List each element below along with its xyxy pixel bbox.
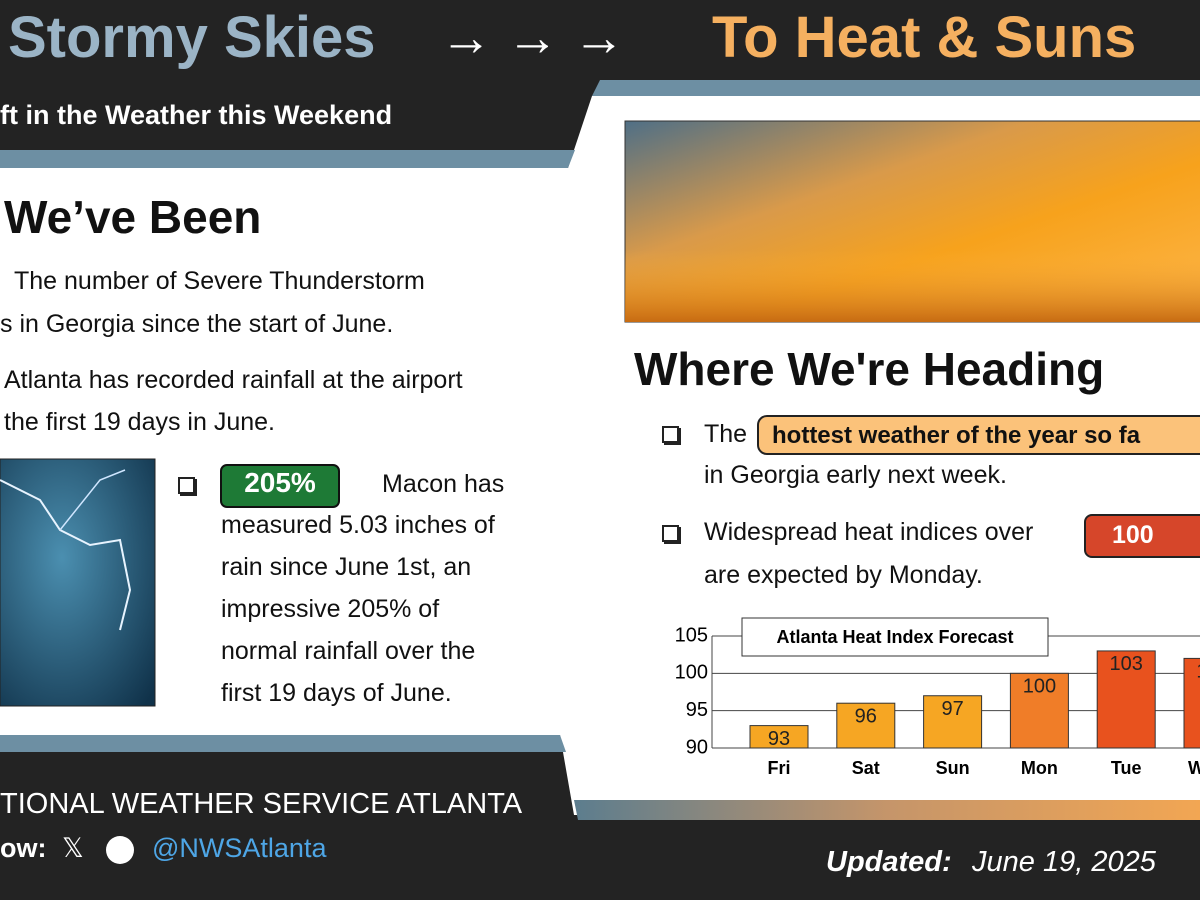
highlight xyxy=(757,415,1200,455)
lightning-bolt xyxy=(0,479,132,631)
lightning-bolt xyxy=(59,469,126,531)
x-tick-label: W xyxy=(1188,758,1200,778)
x-tick-label: Sun xyxy=(936,758,970,778)
value-label: 103 xyxy=(1110,653,1143,675)
item-text: Widespread heat indices over xyxy=(704,518,1034,546)
value-label: 96 xyxy=(855,705,877,727)
bar xyxy=(1183,657,1200,749)
item-text: The xyxy=(704,420,748,448)
item-text: the first 19 days in June. xyxy=(4,408,275,436)
y-tick-label: 95 xyxy=(686,699,708,721)
value-label: 102 xyxy=(1196,661,1200,683)
item-text: normal rainfall over the xyxy=(221,637,476,665)
updated-date: June 19, 2025 xyxy=(972,846,1156,878)
x-tick-label: Tue xyxy=(1111,758,1142,778)
bullet xyxy=(662,525,679,542)
value-label: 100 xyxy=(1023,676,1056,698)
bar xyxy=(836,702,896,749)
item-text: Macon has xyxy=(382,470,505,498)
bullet xyxy=(662,426,679,443)
x-tick-label: Mon xyxy=(1021,758,1058,778)
bar xyxy=(1096,650,1156,749)
item-text: first 19 days of June. xyxy=(221,679,452,707)
value-label: 97 xyxy=(941,698,963,720)
item-text: s in Georgia since the start of June. xyxy=(0,310,394,338)
item-text: in Georgia early next week. xyxy=(704,461,1007,489)
bar xyxy=(749,725,809,749)
facebook-icon[interactable] xyxy=(106,836,134,864)
item-text: The number of Severe Thunderstorm xyxy=(14,267,425,295)
item-text: Atlanta has recorded rainfall at the air… xyxy=(4,366,463,394)
y-tick-label: 90 xyxy=(686,736,708,758)
right-heading: Where We're Heading xyxy=(634,343,1105,395)
y-tick-label: 105 xyxy=(675,624,708,646)
subtitle: ft in the Weather this Weekend xyxy=(0,100,393,130)
updated-label: Updated: xyxy=(826,846,952,878)
left-heading: We’ve Been xyxy=(4,191,262,243)
item-text: are expected by Monday. xyxy=(704,561,983,589)
footer-follow: ow: xyxy=(0,833,47,863)
title-right: To Heat & Suns xyxy=(712,5,1137,70)
badge-red xyxy=(1084,514,1200,558)
highlight-text: hottest weather of the year so fa xyxy=(772,422,1141,449)
footer-handle[interactable]: @NWSAtlanta xyxy=(152,833,327,863)
stripe xyxy=(592,80,1200,96)
badge-green xyxy=(220,464,340,508)
stripe xyxy=(574,800,1200,820)
x-icon[interactable]: 𝕏 xyxy=(62,833,84,863)
chart-title-box xyxy=(741,617,1049,657)
item-text: measured 5.03 inches of xyxy=(221,511,495,539)
footer-org: TIONAL WEATHER SERVICE ATLANTA xyxy=(0,788,523,820)
stripe xyxy=(0,735,566,752)
title-arrows: → → → xyxy=(440,9,625,67)
bar xyxy=(1009,672,1069,749)
x-tick-label: Fri xyxy=(767,758,790,778)
y-tick-label: 100 xyxy=(675,662,708,684)
item-text: impressive 205% of xyxy=(221,595,440,623)
bullet xyxy=(178,477,195,494)
title-left: Stormy Skies xyxy=(8,5,376,70)
x-tick-label: Sat xyxy=(852,758,880,778)
stripe xyxy=(0,150,575,168)
badge-text: 205% xyxy=(244,467,316,498)
item-text: rain since June 1st, an xyxy=(221,553,472,581)
badge-text: 100 xyxy=(1112,521,1154,549)
chart-title: Atlanta Heat Index Forecast xyxy=(776,627,1013,647)
value-label: 93 xyxy=(768,728,790,750)
bar xyxy=(923,695,983,749)
sunset-horizon xyxy=(625,250,1200,322)
